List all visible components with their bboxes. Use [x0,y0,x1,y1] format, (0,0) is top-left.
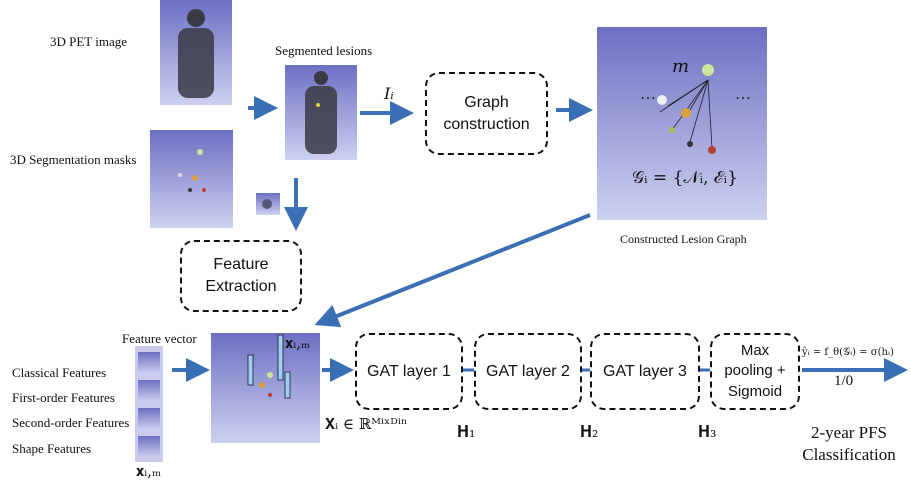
gat-layer-box: GAT layer 1 [355,333,463,410]
ellipsis: … [640,86,656,103]
label: Feature vector [122,331,197,346]
lesion-patch [256,193,280,215]
gat-layer-box: GAT layer 3 [590,333,700,410]
feature-vector-image [135,346,163,462]
segmented-lesions-image [285,65,357,160]
math: ŷᵢ = f_θ(𝒢ᵢ) = σ(hᵢ) [802,347,894,358]
label: 2-year PFS Classification [802,423,896,465]
pet-image [160,0,232,105]
label: Segmented lesions [275,43,373,58]
math: m [672,56,690,77]
label: 3D Segmentation masks [10,152,137,167]
feature-label: Classical Features [12,365,107,380]
feature-matrix-image [211,333,320,443]
gat-layer-box: GAT layer 2 [474,333,582,410]
math: 𝐇₃ [698,422,717,441]
label: 3D PET image [50,34,128,49]
label: 1/0 [834,373,854,389]
ellipsis: … [735,86,751,103]
feature-label: First-order Features [12,390,115,405]
feature-label: Second-order Features [12,415,130,430]
caption: Constructed Lesion Graph [620,232,747,246]
math: 𝒢ᵢ = {𝒩ᵢ, ℰᵢ} [632,168,738,188]
graph-image [597,27,767,220]
math: 𝐇₂ [580,422,599,441]
math: 𝐱ᵢ,ₘ [136,462,162,480]
math: 𝐱ᵢ,ₘ [285,334,311,352]
arrows [172,96,908,382]
feature-label: Shape Features [12,441,92,456]
math: 𝐗ᵢ ∈ ℝᴹⁱˣᴰⁱⁿ [325,415,408,433]
graph-construction-box: Graph construction [425,72,548,155]
pooling-box: Max pooling + Sigmoid [710,333,800,410]
math: 𝐇₁ [457,422,476,441]
feature-extraction-box: Feature Extraction [180,240,302,312]
math: Iᵢ [384,84,394,103]
segmentation-mask-image [150,130,233,228]
